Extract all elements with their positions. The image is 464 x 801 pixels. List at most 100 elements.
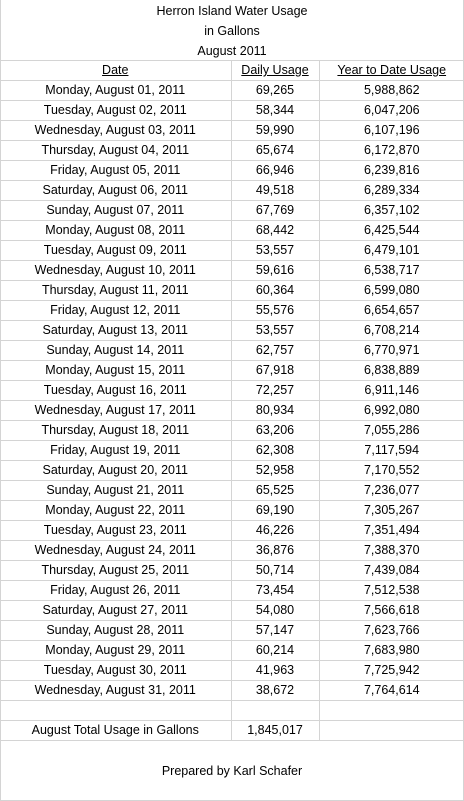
date-cell: Monday, August 29, 2011	[0, 640, 231, 661]
date-cell: Friday, August 26, 2011	[0, 580, 231, 601]
report-period: August 2011	[197, 44, 267, 58]
table-row: Friday, August 05, 2011 66,946 6,239,816	[0, 160, 464, 181]
ytd-usage-cell: 6,708,214	[318, 320, 464, 341]
table-row: Monday, August 15, 2011 67,918 6,838,889	[0, 360, 464, 381]
total-label-cell: August Total Usage in Gallons	[0, 720, 231, 741]
date-cell: Saturday, August 06, 2011	[0, 180, 231, 201]
daily-usage-cell: 38,672	[230, 680, 319, 701]
daily-usage-cell: 41,963	[230, 660, 319, 681]
date-cell: Monday, August 01, 2011	[0, 80, 231, 101]
table-row: Tuesday, August 23, 2011 46,226 7,351,494	[0, 520, 464, 541]
ytd-usage-cell: 6,770,971	[318, 340, 464, 361]
date-cell: Sunday, August 21, 2011	[0, 480, 231, 501]
blank-cell	[0, 700, 231, 721]
table-row: Monday, August 22, 2011 69,190 7,305,267	[0, 500, 464, 521]
table-body: Date Daily Usage Year to Date Usage Mond…	[0, 60, 464, 741]
ytd-usage-cell: 7,764,614	[318, 680, 464, 701]
date-cell: Thursday, August 25, 2011	[0, 560, 231, 581]
table-row: Saturday, August 27, 2011 54,080 7,566,618	[0, 600, 464, 621]
date-cell: Tuesday, August 30, 2011	[0, 660, 231, 681]
daily-usage-cell: 72,257	[230, 380, 319, 401]
ytd-usage-cell: 6,838,889	[318, 360, 464, 381]
date-cell: Thursday, August 18, 2011	[0, 420, 231, 441]
table-row: Wednesday, August 17, 2011 80,934 6,992,08…	[0, 400, 464, 421]
date-cell: Friday, August 12, 2011	[0, 300, 231, 321]
header-row: Date Daily Usage Year to Date Usage	[0, 60, 464, 81]
daily-usage-cell: 73,454	[230, 580, 319, 601]
daily-usage-cell: 50,714	[230, 560, 319, 581]
date-cell: Wednesday, August 24, 2011	[0, 540, 231, 561]
daily-usage-cell: 49,518	[230, 180, 319, 201]
table-row: Friday, August 26, 2011 73,454 7,512,538	[0, 580, 464, 601]
blank-cell	[230, 700, 319, 721]
ytd-usage-cell: 7,305,267	[318, 500, 464, 521]
daily-usage-cell: 69,265	[230, 80, 319, 101]
ytd-usage-cell: 6,289,334	[318, 180, 464, 201]
ytd-usage-cell: 7,388,370	[318, 540, 464, 561]
daily-usage-cell: 62,757	[230, 340, 319, 361]
date-cell: Monday, August 22, 2011	[0, 500, 231, 521]
table-row: Saturday, August 06, 2011 49,518 6,289,334	[0, 180, 464, 201]
date-cell: Sunday, August 14, 2011	[0, 340, 231, 361]
ytd-usage-cell: 6,479,101	[318, 240, 464, 261]
daily-usage-cell: 53,557	[230, 240, 319, 261]
daily-usage-cell: 65,525	[230, 480, 319, 501]
column-header-daily-usage: Daily Usage	[230, 60, 319, 81]
ytd-usage-cell: 7,055,286	[318, 420, 464, 441]
column-header-ytd-usage: Year to Date Usage	[318, 60, 464, 81]
date-cell: Thursday, August 11, 2011	[0, 280, 231, 301]
table-row: Tuesday, August 09, 2011 53,557 6,479,101	[0, 240, 464, 261]
table-row: Sunday, August 21, 2011 65,525 7,236,077	[0, 480, 464, 501]
ytd-usage-cell: 6,107,196	[318, 120, 464, 141]
daily-usage-cell: 36,876	[230, 540, 319, 561]
prepared-by-note: Prepared by Karl Schafer	[161, 764, 303, 778]
daily-usage-cell: 57,147	[230, 620, 319, 641]
table-row: Wednesday, August 24, 2011 36,876 7,388,37…	[0, 540, 464, 561]
ytd-usage-cell: 7,512,538	[318, 580, 464, 601]
table-row: Monday, August 01, 2011 69,265 5,988,862	[0, 80, 464, 101]
report-subtitle-units: in Gallons	[204, 24, 260, 38]
table-row: Wednesday, August 10, 2011 59,616 6,538,71…	[0, 260, 464, 281]
total-value-cell: 1,845,017	[230, 720, 319, 741]
ytd-usage-cell: 6,538,717	[318, 260, 464, 281]
table-row: Thursday, August 04, 2011 65,674 6,172,870	[0, 140, 464, 161]
date-cell: Friday, August 19, 2011	[0, 440, 231, 461]
date-cell: Tuesday, August 09, 2011	[0, 240, 231, 261]
daily-usage-cell: 52,958	[230, 460, 319, 481]
daily-usage-cell: 69,190	[230, 500, 319, 521]
date-cell: Wednesday, August 03, 2011	[0, 120, 231, 141]
table-row: Monday, August 08, 2011 68,442 6,425,544	[0, 220, 464, 241]
ytd-usage-cell: 6,911,146	[318, 380, 464, 401]
water-usage-table: Date Daily Usage Year to Date Usage Mond…	[0, 60, 464, 741]
date-cell: Wednesday, August 31, 2011	[0, 680, 231, 701]
blank-cell	[318, 720, 464, 741]
column-header-date: Date	[0, 60, 231, 81]
daily-usage-cell: 54,080	[230, 600, 319, 621]
table-row: Wednesday, August 03, 2011 59,990 6,107,19…	[0, 120, 464, 141]
daily-usage-cell: 59,616	[230, 260, 319, 281]
table-row: Friday, August 19, 2011 62,308 7,117,594	[0, 440, 464, 461]
blank-cell	[318, 700, 464, 721]
table-row: Sunday, August 28, 2011 57,147 7,623,766	[0, 620, 464, 641]
date-cell: Saturday, August 27, 2011	[0, 600, 231, 621]
daily-usage-cell: 62,308	[230, 440, 319, 461]
table-row: Tuesday, August 30, 2011 41,963 7,725,942	[0, 660, 464, 681]
ytd-usage-cell: 6,172,870	[318, 140, 464, 161]
daily-usage-cell: 67,769	[230, 200, 319, 221]
ytd-usage-cell: 7,236,077	[318, 480, 464, 501]
table-row: Monday, August 29, 2011 60,214 7,683,980	[0, 640, 464, 661]
ytd-usage-cell: 7,725,942	[318, 660, 464, 681]
date-cell: Tuesday, August 16, 2011	[0, 380, 231, 401]
ytd-usage-cell: 7,117,594	[318, 440, 464, 461]
date-cell: Wednesday, August 10, 2011	[0, 260, 231, 281]
daily-usage-cell: 53,557	[230, 320, 319, 341]
report-title: Herron Island Water Usage	[156, 4, 308, 18]
table-row: Saturday, August 20, 2011 52,958 7,170,552	[0, 460, 464, 481]
table-row: Friday, August 12, 2011 55,576 6,654,657	[0, 300, 464, 321]
daily-usage-cell: 59,990	[230, 120, 319, 141]
daily-usage-cell: 65,674	[230, 140, 319, 161]
ytd-usage-cell: 6,239,816	[318, 160, 464, 181]
date-cell: Tuesday, August 02, 2011	[0, 100, 231, 121]
table-row: Sunday, August 07, 2011 67,769 6,357,102	[0, 200, 464, 221]
ytd-usage-cell: 7,439,084	[318, 560, 464, 581]
